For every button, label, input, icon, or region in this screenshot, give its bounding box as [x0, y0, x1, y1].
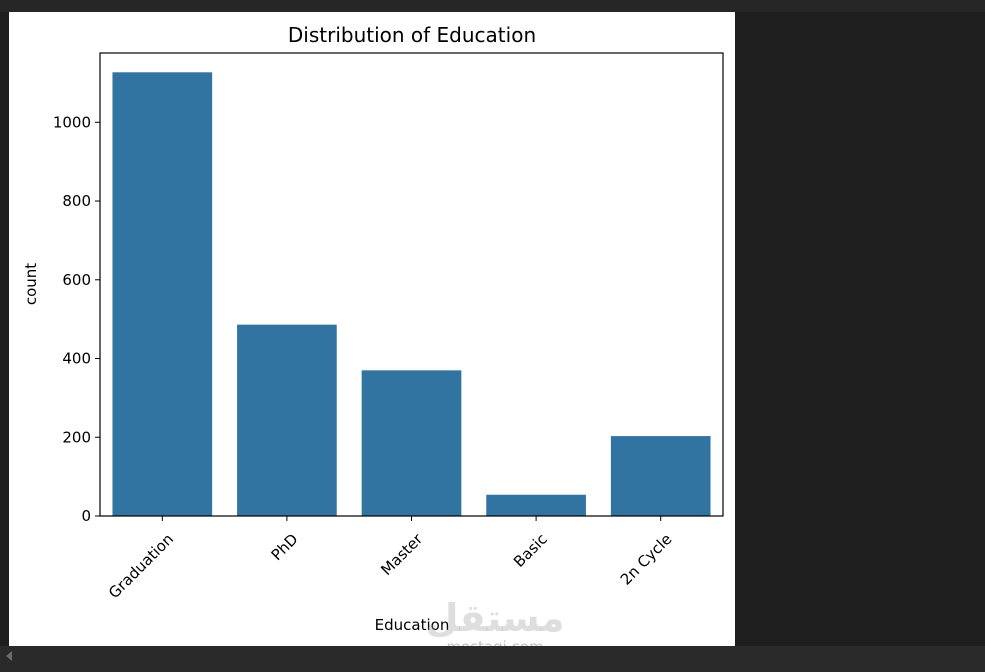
- y-tick-label: 1000: [53, 113, 91, 131]
- x-tick-label: PhD: [268, 530, 302, 564]
- bar-phd: [237, 324, 337, 516]
- y-tick-label: 400: [62, 350, 91, 368]
- bar-chart: Distribution of Education 0 200 400 600 800 1…: [22, 23, 724, 634]
- bar-graduation: [112, 72, 213, 516]
- x-tick-label: Basic: [510, 530, 551, 571]
- y-tick-label: 200: [62, 428, 91, 446]
- x-tick-label: Graduation: [105, 530, 177, 602]
- y-tick-label: 600: [62, 271, 91, 289]
- y-axis-label: count: [22, 263, 40, 305]
- plot-frame: [99, 52, 724, 517]
- bars-layer: [112, 72, 711, 516]
- bar-master: [361, 370, 462, 516]
- x-tick-label: 2n Cycle: [617, 530, 676, 589]
- x-axis-ticks: Graduation PhD Master Basic 2n Cycle: [105, 516, 675, 602]
- bar-basic: [486, 494, 586, 516]
- scroll-left-arrow-icon[interactable]: [6, 651, 12, 661]
- x-axis-label: Education: [375, 616, 450, 634]
- top-bar: [0, 0, 985, 12]
- y-tick-label: 0: [81, 507, 91, 525]
- chart-figure: Distribution of Education 0 200 400 600 800 1…: [9, 12, 735, 646]
- x-tick-label: Master: [377, 529, 427, 579]
- y-axis-ticks: 0 200 400 600 800 1000: [53, 113, 100, 525]
- horizontal-scrollbar[interactable]: [0, 646, 985, 672]
- chart-title: Distribution of Education: [288, 23, 536, 47]
- bar-2n-cycle: [610, 436, 711, 516]
- y-tick-label: 800: [62, 192, 91, 210]
